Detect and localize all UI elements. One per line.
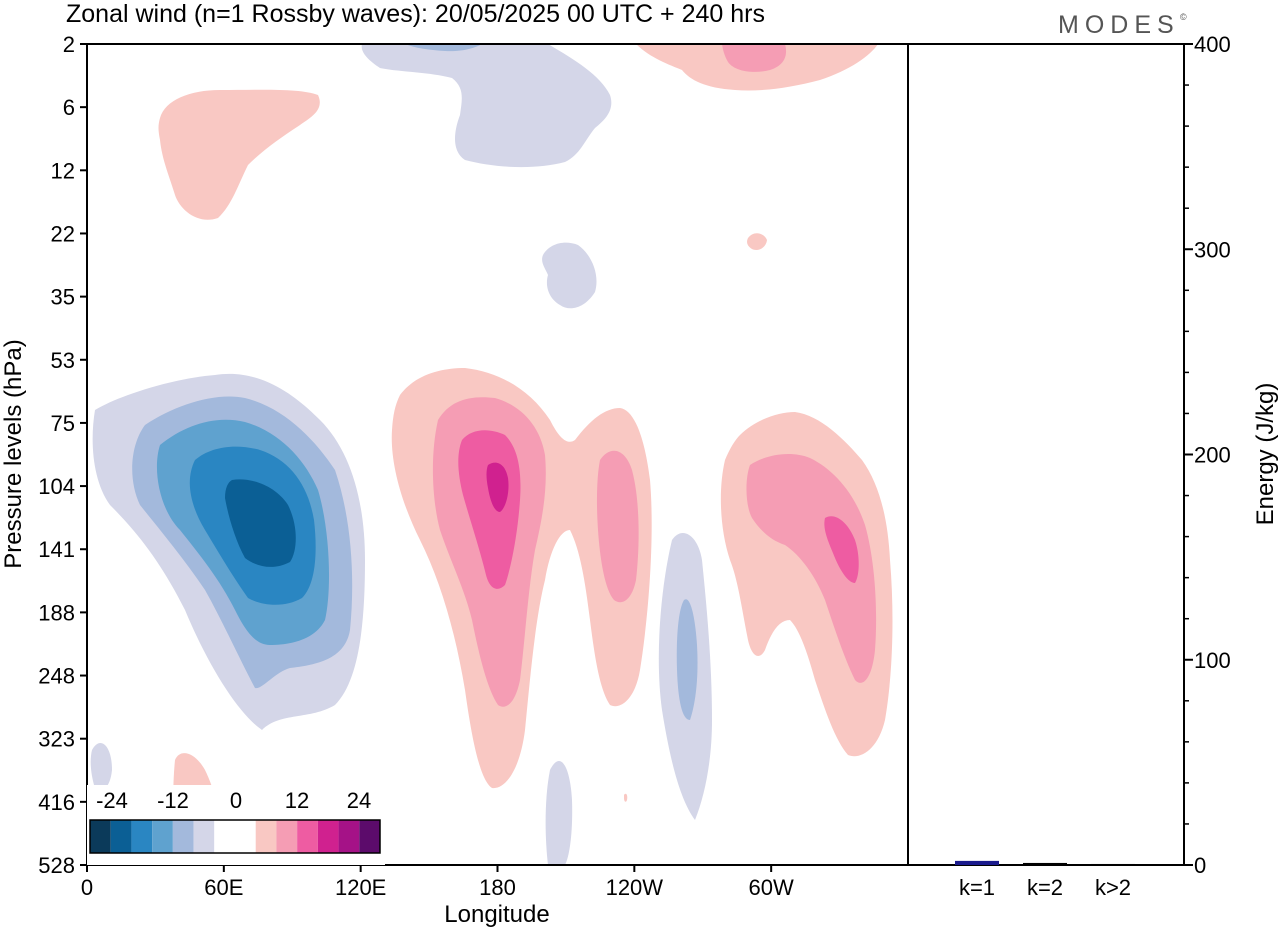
colorbar-swatch <box>193 820 215 853</box>
colorbar-swatch <box>172 820 194 853</box>
colorbar-swatch <box>90 820 111 853</box>
y-axis-title: Pressure levels (hPa) <box>0 339 27 568</box>
x-tick-label: 120E <box>335 875 386 900</box>
colorbar-swatch <box>214 820 235 853</box>
pos-cell-central-lev4 <box>486 462 509 512</box>
neg-cell-top <box>361 44 612 168</box>
y-tick-label: 104 <box>38 474 75 499</box>
y-tick-label: 12 <box>51 158 75 183</box>
x-axis-title: Longitude <box>444 901 549 928</box>
colorbar-swatch <box>297 820 318 853</box>
energy-bar <box>1023 862 1067 865</box>
neg-cell-top-lev2 <box>405 44 482 52</box>
colorbar: -24 -12 0 12 24 <box>87 785 385 865</box>
colorbar-label: 12 <box>285 788 309 813</box>
neg-blob-stratosphere <box>542 242 597 309</box>
neg-column-east-lev2 <box>676 599 698 720</box>
colorbar-frame <box>89 819 381 854</box>
colorbar-swatch <box>338 820 360 853</box>
y-tick-label: 35 <box>51 285 75 310</box>
colorbar-swatch <box>152 820 173 853</box>
colorbar-label: -12 <box>157 788 189 813</box>
y-tick-label: 53 <box>51 348 75 373</box>
energy-bar-label: k=1 <box>959 875 995 900</box>
x-tick-label: 60E <box>204 875 243 900</box>
colorbar-swatch <box>235 820 256 853</box>
energy-tick-label: 200 <box>1194 443 1231 468</box>
y-tick-label: 2 <box>63 32 75 57</box>
y-tick-label: 188 <box>38 600 75 625</box>
y-tick-label: 528 <box>38 853 75 878</box>
colorbar-label: 0 <box>230 788 242 813</box>
energy-tick-label: 400 <box>1194 32 1231 57</box>
y-tick-label: 6 <box>63 95 75 120</box>
colorbar-swatch <box>110 820 132 853</box>
y-axis: 2 6 12 22 35 53 75 104 141 188 248 323 416 528 <box>38 32 87 878</box>
logo-mark: © <box>1180 12 1187 22</box>
energy-tick-label: 0 <box>1194 853 1206 878</box>
energy-bar-label: k>2 <box>1095 875 1131 900</box>
modes-logo: MODES <box>1058 11 1180 39</box>
pos-cell-column-2 <box>596 450 639 603</box>
energy-axis-title: Energy (J/kg) <box>1252 383 1279 526</box>
neg-blob-edge <box>90 742 112 790</box>
colorbar-swatch <box>131 820 153 853</box>
colorbar-swatch <box>317 820 339 853</box>
pos-cell-east-lev2 <box>746 454 877 683</box>
y-tick-label: 75 <box>51 411 75 436</box>
x-axis: 0 60E 120E 180 120W 60W <box>81 865 794 900</box>
colorbar-label: -24 <box>96 788 128 813</box>
pos-dot <box>747 233 767 250</box>
colorbar-swatch <box>255 820 277 853</box>
pos-dot-small <box>624 793 628 802</box>
y-tick-label: 416 <box>38 790 75 815</box>
x-tick-label: 0 <box>81 875 93 900</box>
contour-field <box>90 44 893 865</box>
energy-bar <box>955 860 999 865</box>
y-tick-label: 141 <box>38 537 75 562</box>
pos-cell-upper-left <box>158 89 320 220</box>
energy-tick-label: 100 <box>1194 648 1231 673</box>
x-tick-label: 180 <box>479 875 516 900</box>
x-tick-label: 60W <box>749 875 794 900</box>
y-tick-label: 22 <box>51 221 75 246</box>
energy-bar-label: k=2 <box>1027 875 1063 900</box>
colorbar-label: 24 <box>347 788 371 813</box>
x-tick-label: 120W <box>606 875 664 900</box>
energy-axis: 0 100 200 300 400 <box>1184 32 1231 878</box>
neg-blob-lower <box>545 761 573 865</box>
neg-cell-west-lev5 <box>225 479 296 567</box>
energy-tick-label: 300 <box>1194 237 1231 262</box>
chart-title: Zonal wind (n=1 Rossby waves): 20/05/202… <box>66 0 765 28</box>
colorbar-swatch <box>359 820 380 853</box>
energy-bar <box>1091 863 1135 866</box>
pos-cell-top-right-lev2 <box>722 44 787 72</box>
colorbar-swatch <box>276 820 298 853</box>
pos-cell-east-lev3 <box>824 516 859 583</box>
y-tick-label: 248 <box>38 664 75 689</box>
y-tick-label: 323 <box>38 727 75 752</box>
energy-bars: k=1 k=2 k>2 <box>955 860 1135 900</box>
